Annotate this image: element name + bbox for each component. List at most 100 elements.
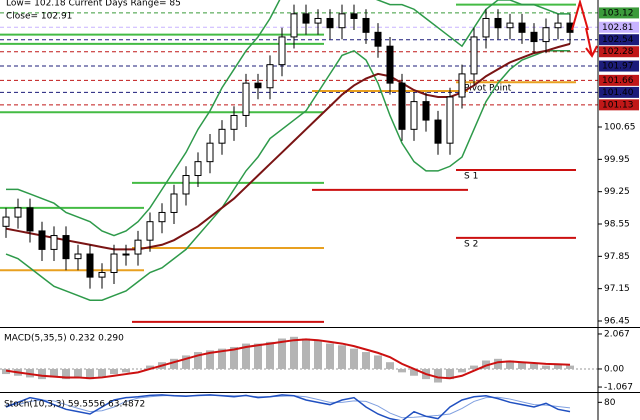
candle-body: [542, 27, 550, 43]
candle-body: [350, 13, 358, 19]
y-tick-label: 2.067: [604, 329, 630, 339]
annotation-arrows: [571, 0, 598, 58]
candle-body: [74, 253, 82, 260]
macd-bar: [434, 368, 442, 383]
candle-body: [2, 216, 10, 227]
level-label: 101.40: [602, 88, 634, 98]
macd-bar: [314, 340, 322, 369]
candle-body: [494, 17, 502, 29]
level-label: 101.66: [602, 76, 634, 86]
macd-bar: [74, 368, 82, 378]
macd-bar: [398, 368, 406, 373]
pivot-label: S 1: [464, 171, 478, 181]
candle-body: [362, 17, 370, 33]
candle-body: [506, 22, 514, 29]
macd-bar: [458, 368, 466, 373]
macd-bar: [566, 365, 574, 369]
candle-body: [170, 193, 178, 213]
macd-bar: [170, 358, 178, 369]
macd-bar: [122, 368, 130, 373]
stoch-k: [5, 394, 571, 420]
y-tick-label: 99.25: [604, 187, 630, 197]
macd-title: MACD(5,35,5) 0.232 0.290: [4, 334, 124, 344]
bollinger-upper: [6, 0, 570, 237]
macd-bar: [542, 365, 550, 369]
y-tick-label: 97.85: [604, 252, 630, 262]
macd-bar: [218, 348, 226, 369]
candle-body: [374, 31, 382, 47]
candle-body: [314, 17, 322, 24]
arrow: [571, 0, 589, 31]
macd-bar: [146, 365, 154, 369]
macd-bar: [374, 355, 382, 369]
macd-bar: [530, 363, 538, 369]
candle-body: [290, 13, 298, 38]
pivot-label: S 2: [464, 239, 478, 249]
candle-body: [410, 101, 418, 130]
macd-bar: [38, 368, 46, 380]
level-label-box: [599, 7, 639, 19]
candle-body: [182, 175, 190, 195]
macd-bar: [518, 362, 526, 369]
candle-body: [422, 101, 430, 121]
price-panel: Pivot Point S 1 S 2: [0, 0, 598, 323]
price-axis: 100.65 99.95 99.25 98.55 97.85 97.15 96.45 103.…: [598, 7, 639, 408]
macd-bar: [410, 368, 418, 376]
candle-body: [518, 22, 526, 33]
macd-bar: [86, 368, 94, 380]
level-label-box: [599, 60, 639, 72]
stoch-panel: [5, 394, 571, 420]
y-tick-label: 100.65: [604, 123, 636, 133]
level-label-box: [599, 46, 639, 58]
candle-body: [218, 128, 226, 144]
candle-body: [326, 17, 334, 29]
macd-bar: [506, 360, 514, 369]
candle-body: [86, 253, 94, 278]
header-line: Low= 102.18 Current Days Range= 85: [6, 0, 181, 9]
level-label: 101.13: [602, 100, 634, 110]
y-tick-label: 99.95: [604, 155, 630, 165]
level-label: 102.81: [602, 23, 634, 33]
arrow: [585, 27, 598, 58]
level-label: 102.54: [602, 35, 634, 45]
candle-body: [338, 13, 346, 29]
level-label: 101.97: [602, 62, 634, 72]
candle-body: [134, 239, 142, 255]
level-label-box: [599, 74, 639, 86]
candle-body: [386, 45, 394, 84]
candle-body: [62, 235, 70, 260]
macd-bar: [470, 365, 478, 369]
level-label-box: [599, 21, 639, 33]
macd-bar: [386, 362, 394, 369]
macd-bar: [50, 368, 58, 378]
macd-bar: [110, 368, 118, 375]
candle-body: [434, 119, 442, 144]
candle-body: [458, 73, 466, 98]
candle-body: [230, 114, 238, 130]
level-label-box: [599, 86, 639, 98]
macd-bar: [290, 336, 298, 369]
macd-bar: [494, 358, 502, 369]
y-tick-label: 96.45: [604, 316, 630, 326]
y-tick-label: 97.15: [604, 284, 630, 294]
candle-body: [398, 82, 406, 130]
level-label: 103.12: [602, 8, 634, 18]
macd-bar: [62, 368, 70, 380]
macd-bar: [350, 348, 358, 369]
header-line: Close= 102.91: [6, 12, 72, 22]
candle-body: [254, 82, 262, 89]
macd-bar: [266, 341, 274, 369]
candle-body: [110, 253, 118, 273]
level-label: 102.28: [602, 47, 634, 57]
macd-panel: [0, 336, 598, 383]
macd-bar: [554, 363, 562, 369]
macd-bar: [254, 343, 262, 369]
candle-body: [266, 64, 274, 89]
candle-body: [194, 161, 202, 177]
candle-body: [278, 36, 286, 66]
candle-body: [446, 96, 454, 144]
candle-body: [158, 211, 166, 223]
candle-body: [206, 142, 214, 163]
y-tick-label: 80: [604, 398, 616, 408]
macd-bar: [446, 368, 454, 380]
